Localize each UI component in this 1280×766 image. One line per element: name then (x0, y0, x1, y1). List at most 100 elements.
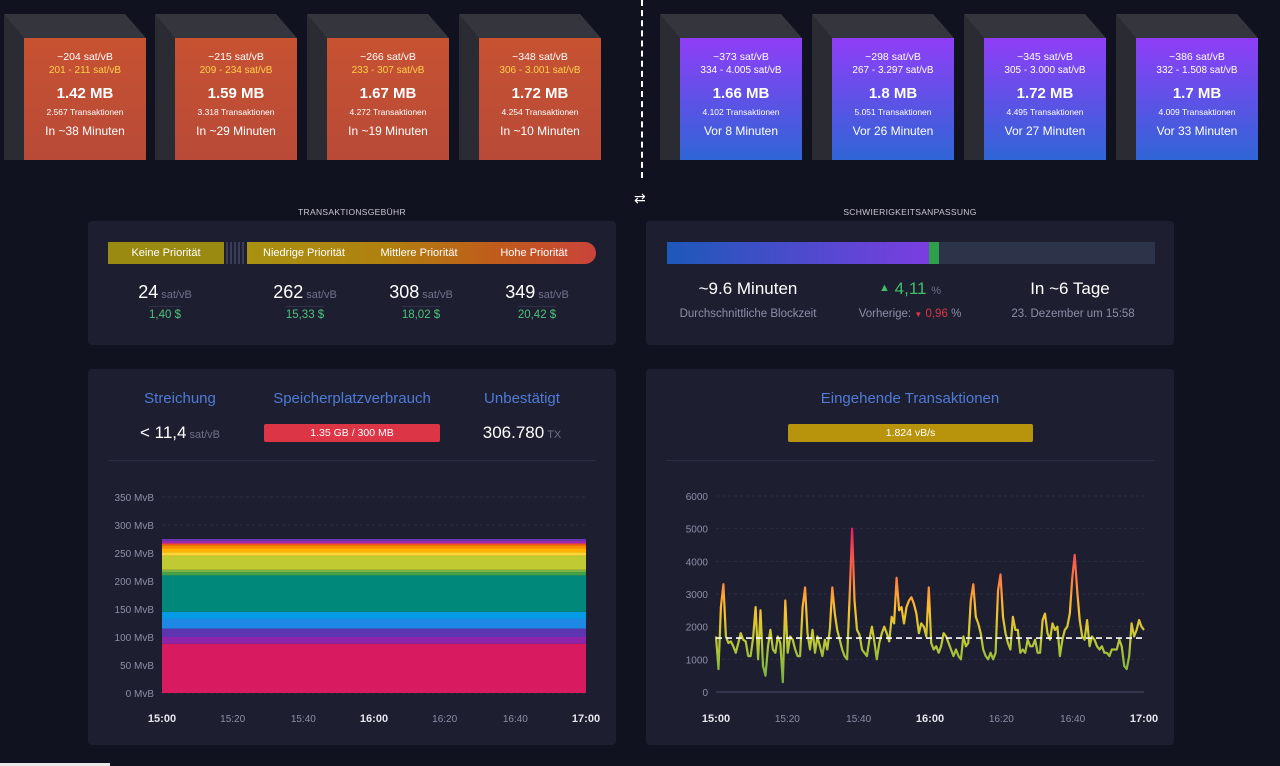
avg-block-time-label: Durchschnittliche Blockzeit (679, 308, 817, 320)
y-tick-label: 0 (702, 688, 708, 699)
difficulty-panel (646, 221, 1174, 345)
x-tick-label: 16:40 (1060, 714, 1085, 725)
block-median-fee: ~215 sat/vB (208, 51, 264, 63)
y-tick-label: 300 MvB (115, 521, 155, 532)
y-tick-label: 0 MvB (126, 689, 155, 700)
priority-high: Hohe Priorität (500, 247, 568, 259)
block-tx-count: 4.254 Transaktionen (501, 107, 579, 117)
area-layer (162, 618, 586, 629)
block-fee-range: 332 - 1.508 sat/vB (1156, 65, 1238, 76)
usage-label: Speicherplatzverbrauch (273, 390, 431, 407)
x-tick-label: 16:00 (916, 713, 944, 725)
fee-none-usd: 1,40 $ (110, 306, 220, 321)
projected-block[interactable]: ~215 sat/vB 209 - 234 sat/vB 1.59 MB 3.3… (155, 14, 297, 160)
area-layer (162, 552, 586, 556)
block-time: In ~19 Minuten (348, 124, 428, 138)
block-time: Vor 33 Minuten (1156, 124, 1238, 138)
area-layer (162, 637, 586, 644)
fees-section-title: TRANSAKTIONSGEBÜHR (298, 207, 406, 217)
block-tx-count: 4.009 Transaktionen (1158, 107, 1236, 117)
area-layer (162, 572, 586, 576)
block-fee-range: 334 - 4.005 sat/vB (700, 65, 782, 76)
block-size: 1.8 MB (868, 85, 918, 102)
area-layer (162, 611, 586, 619)
block-size: 1.66 MB (712, 85, 770, 102)
projected-block[interactable]: ~204 sat/vB 201 - 211 sat/vB 1.42 MB 2.5… (4, 14, 146, 160)
priority-gap (226, 242, 246, 264)
x-tick-label: 15:00 (702, 713, 730, 725)
area-layer (162, 539, 586, 541)
fee-medium-usd: 18,02 $ (366, 306, 476, 321)
block-size: 1.72 MB (511, 85, 569, 102)
x-tick-label: 15:20 (220, 714, 245, 725)
blockchain-divider (641, 0, 643, 178)
area-layer (162, 540, 586, 544)
block-median-fee: ~345 sat/vB (1017, 51, 1073, 63)
projected-block[interactable]: ~266 sat/vB 233 - 307 sat/vB 1.67 MB 4.2… (307, 14, 449, 160)
area-layer (162, 643, 586, 693)
block-median-fee: ~348 sat/vB (512, 51, 568, 63)
difficulty-previous: Vorherige: ▼ 0,96 % (858, 308, 962, 320)
unconfirmed-value: 306.780 TX (482, 423, 562, 442)
fee-low-usd: 15,33 $ (250, 306, 360, 321)
block-time: In ~38 Minuten (45, 124, 125, 138)
fees-panel (88, 221, 616, 345)
area-layer (162, 575, 586, 612)
priority-gradient-bar (247, 242, 596, 264)
y-tick-label: 5000 (686, 525, 709, 536)
block-median-fee: ~298 sat/vB (865, 51, 921, 63)
area-layer (162, 628, 586, 637)
fee-high-usd: 20,42 $ (482, 306, 592, 321)
block-time: Vor 27 Minuten (1004, 124, 1086, 138)
priority-medium: Mittlere Priorität (380, 247, 458, 259)
y-tick-label: 6000 (686, 492, 709, 503)
block-tx-count: 5.051 Transaktionen (854, 107, 932, 117)
area-layer (162, 555, 586, 570)
difficulty-progress-marker (929, 242, 940, 264)
fee-low-value: 262 sat/vB (273, 282, 337, 302)
difficulty-change: ▲ 4,11 % (879, 279, 941, 298)
block-fee-range: 267 - 3.297 sat/vB (852, 65, 934, 76)
area-layer (162, 543, 586, 546)
mined-block[interactable]: ~298 sat/vB 267 - 3.297 sat/vB 1.8 MB 5.… (812, 14, 954, 160)
mined-block[interactable]: ~345 sat/vB 305 - 3.000 sat/vB 1.72 MB 4… (964, 14, 1106, 160)
block-tx-count: 4.102 Transaktionen (702, 107, 780, 117)
avg-block-time: ~9.6 Minuten (698, 279, 798, 298)
fee-medium-value: 308 sat/vB (389, 282, 453, 302)
swap-direction-icon[interactable]: ⇄ (634, 190, 646, 206)
mined-block[interactable]: ~373 sat/vB 334 - 4.005 sat/vB 1.66 MB 4… (660, 14, 802, 160)
difficulty-eta-date: 23. Dezember um 15:58 (1011, 308, 1135, 320)
bottom-strip (0, 763, 110, 766)
difficulty-progress-fill (667, 242, 930, 264)
block-size: 1.67 MB (359, 85, 417, 102)
block-time: In ~10 Minuten (500, 124, 580, 138)
projected-block[interactable]: ~348 sat/vB 306 - 3.001 sat/vB 1.72 MB 4… (459, 14, 601, 160)
block-fee-range: 201 - 211 sat/vB (48, 65, 122, 76)
block-size: 1.59 MB (207, 85, 265, 102)
block-tx-count: 3.318 Transaktionen (197, 107, 275, 117)
area-layer (162, 548, 586, 553)
vbytes-per-second-bar: 1.824 vB/s (788, 424, 1033, 442)
block-fee-range: 233 - 307 sat/vB (351, 65, 425, 76)
y-tick-label: 350 MvB (115, 493, 155, 504)
block-size: 1.42 MB (56, 85, 114, 102)
block-size: 1.72 MB (1016, 85, 1074, 102)
incoming-title: Eingehende Transaktionen (820, 390, 1000, 407)
area-layer (162, 545, 586, 549)
unconfirmed-label: Unbestätigt (484, 390, 560, 407)
purge-label: Streichung (144, 390, 216, 407)
block-tx-count: 4.272 Transaktionen (349, 107, 427, 117)
y-tick-label: 4000 (686, 557, 709, 568)
mined-block[interactable]: ~386 sat/vB 332 - 1.508 sat/vB 1.7 MB 4.… (1116, 14, 1258, 160)
x-tick-label: 16:20 (989, 714, 1014, 725)
block-fee-range: 306 - 3.001 sat/vB (499, 65, 581, 76)
incoming-tx-chart[interactable]: 0 1000 2000 3000 4000 5000 6000 15:00 15:20 15:40… (646, 480, 1174, 740)
memory-usage-bar: 1.35 GB / 300 MB (264, 424, 440, 442)
mempool-separator (108, 460, 596, 461)
x-tick-label: 17:00 (1130, 713, 1158, 725)
y-tick-label: 1000 (686, 655, 709, 666)
y-tick-label: 200 MvB (115, 577, 155, 588)
block-time: In ~29 Minuten (196, 124, 276, 138)
mempool-size-chart[interactable]: 0 MvB 50 MvB 100 MvB 150 MvB 200 MvB 250 MvB 3… (88, 480, 616, 740)
block-time: Vor 26 Minuten (852, 124, 934, 138)
